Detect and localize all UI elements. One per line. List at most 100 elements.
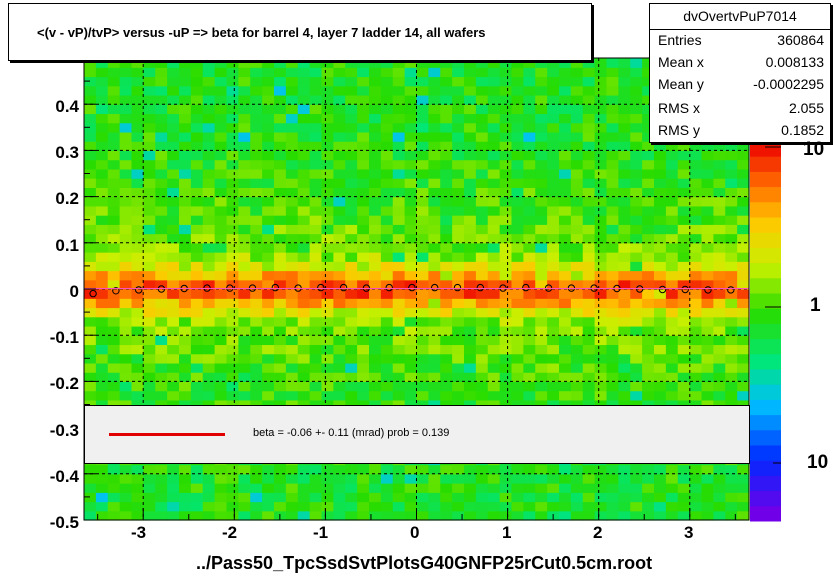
heatmap-cell bbox=[262, 141, 275, 151]
heatmap-cell bbox=[594, 316, 608, 327]
heatmap-cell bbox=[452, 131, 465, 142]
heatmap-cell bbox=[535, 131, 548, 142]
heatmap-cell bbox=[119, 325, 133, 336]
heatmap-cell bbox=[523, 76, 536, 87]
heatmap-cell bbox=[167, 344, 180, 355]
heatmap-cell bbox=[701, 196, 714, 207]
heatmap-cell bbox=[380, 483, 394, 493]
heatmap-cell bbox=[357, 372, 370, 382]
heatmap-cell bbox=[357, 252, 370, 262]
profile-point bbox=[385, 283, 393, 292]
heatmap-cell bbox=[392, 381, 406, 392]
heatmap-cell bbox=[428, 150, 441, 161]
heatmap-cell bbox=[250, 67, 263, 78]
heatmap-cell bbox=[333, 131, 346, 142]
y-tick-label: -0.2 bbox=[49, 374, 79, 393]
x-tick-label: 2 bbox=[593, 523, 603, 542]
heatmap-cell bbox=[84, 187, 97, 198]
heatmap-cell bbox=[250, 122, 263, 133]
heatmap-cell bbox=[428, 335, 441, 346]
heatmap-cell bbox=[618, 76, 631, 87]
heatmap-cell bbox=[333, 205, 346, 216]
heatmap-cell bbox=[345, 510, 358, 521]
heatmap-cell bbox=[547, 233, 560, 244]
heatmap-cell bbox=[452, 224, 465, 235]
heatmap-cell bbox=[321, 122, 334, 133]
heatmap-cell bbox=[511, 187, 524, 198]
heatmap-cell bbox=[618, 298, 631, 309]
heatmap-cell bbox=[689, 473, 703, 484]
heatmap-cell bbox=[404, 242, 418, 253]
heatmap-cell bbox=[143, 464, 156, 475]
heatmap-cell bbox=[665, 289, 679, 299]
heatmap-cell bbox=[309, 168, 323, 179]
heatmap-cell bbox=[487, 122, 501, 133]
heatmap-cell bbox=[535, 325, 548, 336]
heatmap-cell bbox=[416, 473, 429, 484]
heatmap-cell bbox=[582, 252, 596, 262]
heatmap-cell bbox=[84, 215, 97, 225]
heatmap-cell bbox=[238, 85, 251, 96]
heatmap-cell bbox=[345, 67, 358, 78]
heatmap-cell bbox=[274, 316, 287, 327]
heatmap-cell bbox=[369, 58, 382, 68]
heatmap-cell bbox=[309, 399, 323, 410]
heatmap-cell bbox=[582, 76, 596, 87]
heatmap-cell bbox=[677, 381, 691, 392]
heatmap-cell bbox=[511, 307, 524, 318]
heatmap-cell bbox=[297, 141, 311, 151]
heatmap-cell bbox=[84, 58, 97, 68]
heatmap-cell bbox=[262, 67, 275, 78]
heatmap-cell bbox=[404, 215, 418, 225]
heatmap-cell bbox=[689, 335, 703, 346]
heatmap-cell bbox=[570, 362, 584, 373]
heatmap-cell bbox=[84, 307, 97, 318]
heatmap-cell bbox=[143, 316, 156, 327]
heatmap-cell bbox=[214, 205, 228, 216]
heatmap-cell bbox=[369, 362, 382, 373]
heatmap-cell bbox=[380, 289, 394, 299]
heatmap-cell bbox=[309, 298, 323, 309]
heatmap-cell bbox=[523, 362, 536, 373]
heatmap-cell bbox=[464, 270, 477, 281]
heatmap-cell bbox=[226, 510, 239, 521]
heatmap-cell bbox=[321, 150, 334, 161]
heatmap-cell bbox=[369, 85, 382, 96]
heatmap-cell bbox=[167, 325, 180, 336]
heatmap-cell bbox=[285, 67, 299, 78]
heatmap-cell bbox=[369, 501, 382, 512]
heatmap-cell bbox=[452, 335, 465, 346]
heatmap-cell bbox=[274, 94, 287, 105]
heatmap-cell bbox=[523, 141, 536, 151]
heatmap-cell bbox=[475, 224, 489, 235]
heatmap-cell bbox=[642, 307, 655, 318]
heatmap-cell bbox=[559, 196, 572, 207]
heatmap-cell bbox=[369, 104, 382, 115]
heatmap-cell bbox=[274, 325, 287, 336]
heatmap-cell bbox=[380, 335, 394, 346]
heatmap-cell bbox=[84, 224, 97, 235]
heatmap-cell bbox=[689, 270, 703, 281]
heatmap-cell bbox=[654, 492, 667, 503]
heatmap-cell bbox=[333, 104, 346, 115]
heatmap-cell bbox=[535, 510, 548, 521]
heatmap-cell bbox=[701, 289, 714, 299]
heatmap-cell bbox=[570, 178, 584, 188]
heatmap-cell bbox=[618, 131, 631, 142]
heatmap-cell bbox=[131, 141, 144, 151]
heatmap-cell bbox=[107, 335, 121, 346]
heatmap-cell bbox=[523, 252, 536, 262]
heatmap-cell bbox=[452, 150, 465, 161]
heatmap-cell bbox=[547, 104, 560, 115]
heatmap-cell bbox=[487, 362, 501, 373]
heatmap-cell bbox=[404, 261, 418, 272]
heatmap-cell bbox=[274, 242, 287, 253]
heatmap-cell bbox=[725, 372, 738, 382]
heatmap-cell bbox=[440, 473, 453, 484]
heatmap-cell bbox=[202, 252, 216, 262]
heatmap-cell bbox=[487, 94, 501, 105]
heatmap-cell bbox=[167, 510, 180, 521]
heatmap-cell bbox=[511, 279, 524, 290]
heatmap-cell bbox=[570, 76, 584, 87]
heatmap-cell bbox=[428, 233, 441, 244]
